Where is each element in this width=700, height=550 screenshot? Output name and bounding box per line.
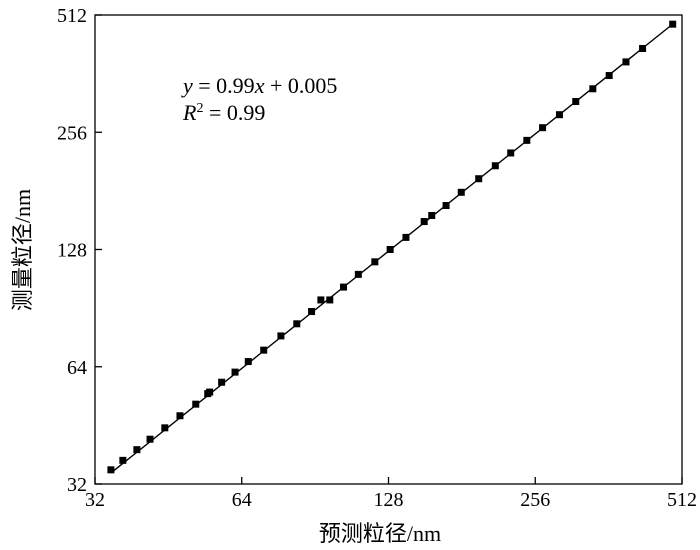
equation-rest: + 0.005	[264, 73, 337, 98]
data-point	[639, 45, 647, 53]
data-point	[119, 456, 127, 464]
x-tick-label: 64	[232, 489, 252, 511]
data-point	[605, 72, 613, 80]
data-point	[491, 162, 499, 170]
data-point	[231, 368, 239, 376]
y-tick-label: 512	[57, 5, 87, 27]
data-point	[308, 308, 316, 316]
y-tick-label: 32	[67, 474, 87, 496]
data-point	[293, 320, 301, 328]
r2-sup: 2	[196, 101, 203, 116]
y-tick-label: 256	[57, 122, 87, 144]
plot-area: 32 64 128 256 512 32 64 128 256 512	[57, 5, 697, 511]
data-point	[622, 58, 630, 66]
y-axis-label: 测量粒径/nm	[10, 189, 35, 311]
equation-y: y	[181, 73, 193, 98]
data-point	[192, 400, 200, 408]
data-point	[260, 346, 268, 354]
x-axis-ticks: 32 64 128 256 512	[85, 477, 697, 511]
r2-rest: = 0.99	[203, 100, 265, 125]
y-tick-label: 128	[57, 240, 87, 262]
x-tick-label: 32	[85, 489, 105, 511]
r-squared: R2 = 0.99	[182, 100, 265, 125]
data-point	[326, 296, 334, 304]
data-point	[457, 188, 465, 196]
data-point	[386, 246, 394, 253]
data-point	[354, 270, 362, 278]
data-point	[475, 175, 483, 183]
x-tick-label: 128	[374, 489, 404, 511]
r2-r: R	[182, 100, 197, 125]
data-points	[107, 20, 677, 474]
data-point	[161, 424, 169, 432]
data-point	[206, 388, 214, 396]
data-point	[669, 20, 677, 28]
data-point	[428, 211, 436, 219]
data-point	[107, 466, 115, 474]
data-point	[340, 283, 348, 291]
regression-equation: y = 0.99x + 0.005	[181, 73, 337, 98]
data-point	[176, 412, 184, 420]
data-point	[507, 149, 515, 157]
equation-x: x	[254, 73, 265, 98]
data-point	[317, 296, 325, 304]
data-point	[402, 233, 410, 241]
data-point	[539, 124, 547, 132]
data-point	[420, 218, 428, 226]
data-point	[371, 258, 379, 266]
data-point	[244, 358, 252, 366]
data-point	[146, 435, 154, 443]
y-tick-label: 64	[67, 357, 87, 379]
y-axis-ticks: 32 64 128 256 512	[57, 5, 102, 496]
data-point	[133, 446, 141, 454]
data-point	[589, 85, 597, 93]
data-point	[555, 111, 563, 119]
data-point	[277, 332, 285, 340]
x-axis-label: 预测粒径/nm	[319, 521, 441, 546]
x-tick-label: 512	[667, 489, 697, 511]
x-tick-label: 256	[520, 489, 550, 511]
data-point	[218, 378, 226, 386]
data-point	[523, 136, 531, 144]
data-point	[442, 202, 450, 210]
data-point	[572, 98, 580, 106]
equation-coef: = 0.99	[193, 73, 255, 98]
